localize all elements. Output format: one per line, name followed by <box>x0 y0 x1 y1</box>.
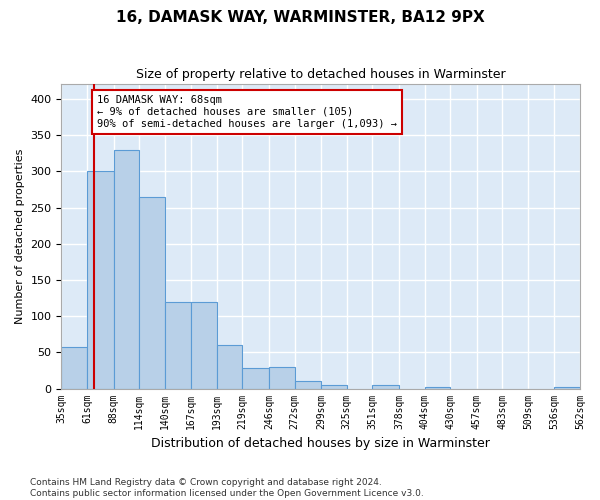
Bar <box>217 345 242 389</box>
Bar <box>87 172 113 388</box>
Bar <box>61 348 87 389</box>
Bar <box>165 302 191 388</box>
Bar <box>191 302 217 388</box>
Text: 16, DAMASK WAY, WARMINSTER, BA12 9PX: 16, DAMASK WAY, WARMINSTER, BA12 9PX <box>116 10 484 25</box>
X-axis label: Distribution of detached houses by size in Warminster: Distribution of detached houses by size … <box>151 437 490 450</box>
Bar <box>373 385 399 388</box>
Bar <box>321 385 347 388</box>
Bar <box>113 150 139 388</box>
Y-axis label: Number of detached properties: Number of detached properties <box>15 149 25 324</box>
Bar <box>139 196 165 388</box>
Bar <box>242 368 269 388</box>
Bar <box>295 382 321 388</box>
Bar <box>425 387 450 388</box>
Title: Size of property relative to detached houses in Warminster: Size of property relative to detached ho… <box>136 68 506 80</box>
Text: Contains HM Land Registry data © Crown copyright and database right 2024.
Contai: Contains HM Land Registry data © Crown c… <box>30 478 424 498</box>
Bar <box>269 367 295 388</box>
Bar <box>554 387 580 388</box>
Text: 16 DAMASK WAY: 68sqm
← 9% of detached houses are smaller (105)
90% of semi-detac: 16 DAMASK WAY: 68sqm ← 9% of detached ho… <box>97 96 397 128</box>
